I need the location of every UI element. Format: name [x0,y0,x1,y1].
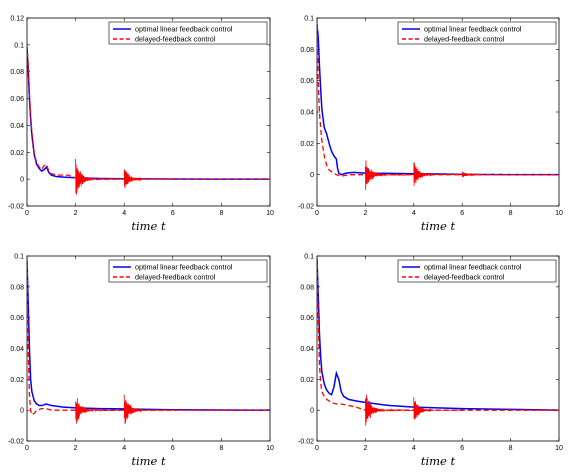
x-tick-label: 4 [412,445,416,452]
y-tick-label: -0.02 [8,439,24,446]
y-tick-label: 0.08 [300,47,314,54]
plot-area [317,256,559,426]
oscillation-burst [365,160,384,191]
legend-label: delayed-feedback control [424,35,505,44]
x-tick-label: 8 [509,445,513,452]
axes-frame [316,17,560,207]
chart-panel-4: 0 2 4 6 8 10-0.0200.020.040.060.080.1optimal … [298,254,563,469]
legend: optimal linear feedback controldelayed-f… [108,259,268,283]
x-tick-label: 8 [219,445,223,452]
legend-box [397,259,557,283]
y-tick-label: 0.1 [14,254,24,261]
y-tick-label: -0.02 [8,204,24,211]
chart-panel-3: 0 2 4 6 8 10-0.0200.020.040.060.080.1optimal … [8,254,274,469]
y-tick-label: 0.06 [300,78,314,85]
x-tick-label: 8 [509,210,513,217]
x-tick-label: 0 [25,210,29,217]
y-tick-label: 0.08 [300,284,314,291]
y-tick-label: 0.02 [10,377,24,384]
y-tick-label: 0 [310,408,314,415]
y-tick-label: 0.06 [10,315,24,322]
oscillation-burst [365,394,384,426]
x-tick-label: 0 [315,445,319,452]
oscillation-burst [75,158,94,195]
oscillation-burst [75,398,94,424]
legend-box [108,21,268,45]
x-tick-label: 4 [122,210,126,217]
y-tick-label: 0.06 [10,96,24,103]
legend-label: delayed-feedback control [135,273,216,282]
y-tick-label: 0.08 [10,284,24,291]
x-tick-label: 6 [171,445,175,452]
series-line-1 [317,24,559,176]
y-tick-label: 0 [310,172,314,179]
legend-box [108,259,268,283]
legend: optimal linear feedback controldelayed-f… [397,259,557,283]
y-tick-label: 0 [20,408,24,415]
x-tick-label: 10 [266,210,274,217]
x-tick-label: 6 [460,210,464,217]
x-tick-label: 10 [555,445,563,452]
settling-noise [365,172,463,177]
x-tick-label: 6 [171,210,175,217]
legend: optimal linear feedback controldelayed-f… [108,21,268,45]
y-tick-label: 0.04 [10,123,24,130]
y-tick-label: 0.12 [10,16,24,23]
x-axis-label: time t [421,454,456,468]
oscillation-burst [413,162,432,186]
series-line-2 [317,256,559,411]
legend-label: optimal linear feedback control [424,263,522,272]
y-tick-label: 0.02 [300,377,314,384]
y-tick-label: 0.02 [300,141,314,148]
y-tick-label: 0 [20,177,24,184]
x-tick-label: 2 [363,445,367,452]
axes-frame [26,17,271,207]
x-tick-label: 10 [555,210,563,217]
y-tick-label: 0.1 [304,254,314,261]
x-axis-label: time t [131,454,166,468]
legend: optimal linear feedback controldelayed-f… [397,21,557,45]
x-axis-label: time t [131,219,166,233]
x-tick-label: 4 [122,445,126,452]
series-line-2 [27,44,270,180]
legend-label: optimal linear feedback control [424,25,522,34]
legend-label: delayed-feedback control [135,35,216,44]
x-tick-label: 0 [25,445,29,452]
x-tick-label: 6 [460,445,464,452]
series-line-1 [27,47,270,180]
y-tick-label: 0.04 [10,346,24,353]
series-line-1 [27,260,270,411]
settling-noise [75,408,173,414]
x-tick-label: 2 [74,445,78,452]
plot-area [27,44,270,195]
chart-panel-2: 0 2 4 6 8 10-0.0200.020.040.060.080.1optimal … [298,16,563,234]
plot-area [317,18,559,191]
series-line-2 [317,18,559,177]
y-tick-label: 0.04 [300,110,314,117]
x-axis-label: time t [421,219,456,233]
y-tick-label: 0.02 [10,150,24,157]
y-tick-label: 0.1 [14,42,24,49]
x-tick-label: 8 [219,210,223,217]
y-tick-label: 0.06 [300,315,314,322]
legend-box [397,21,557,45]
chart-panel-1: 0 2 4 6 8 10-0.0200.020.040.060.080.10.12opti… [8,16,274,234]
legend-label: delayed-feedback control [424,273,505,282]
x-tick-label: 2 [74,210,78,217]
legend-label: optimal linear feedback control [135,263,233,272]
y-tick-label: 0.04 [300,346,314,353]
y-tick-label: -0.02 [298,204,314,211]
y-tick-label: 0.08 [10,69,24,76]
axes-frame [26,255,271,442]
x-tick-label: 2 [363,210,367,217]
x-tick-label: 4 [412,210,416,217]
x-tick-label: 10 [266,445,274,452]
y-tick-label: -0.02 [298,439,314,446]
legend-label: optimal linear feedback control [135,25,233,34]
axes-frame [316,255,560,442]
plot-area [27,256,270,425]
x-tick-label: 0 [315,210,319,217]
y-tick-label: 0.1 [304,16,314,23]
